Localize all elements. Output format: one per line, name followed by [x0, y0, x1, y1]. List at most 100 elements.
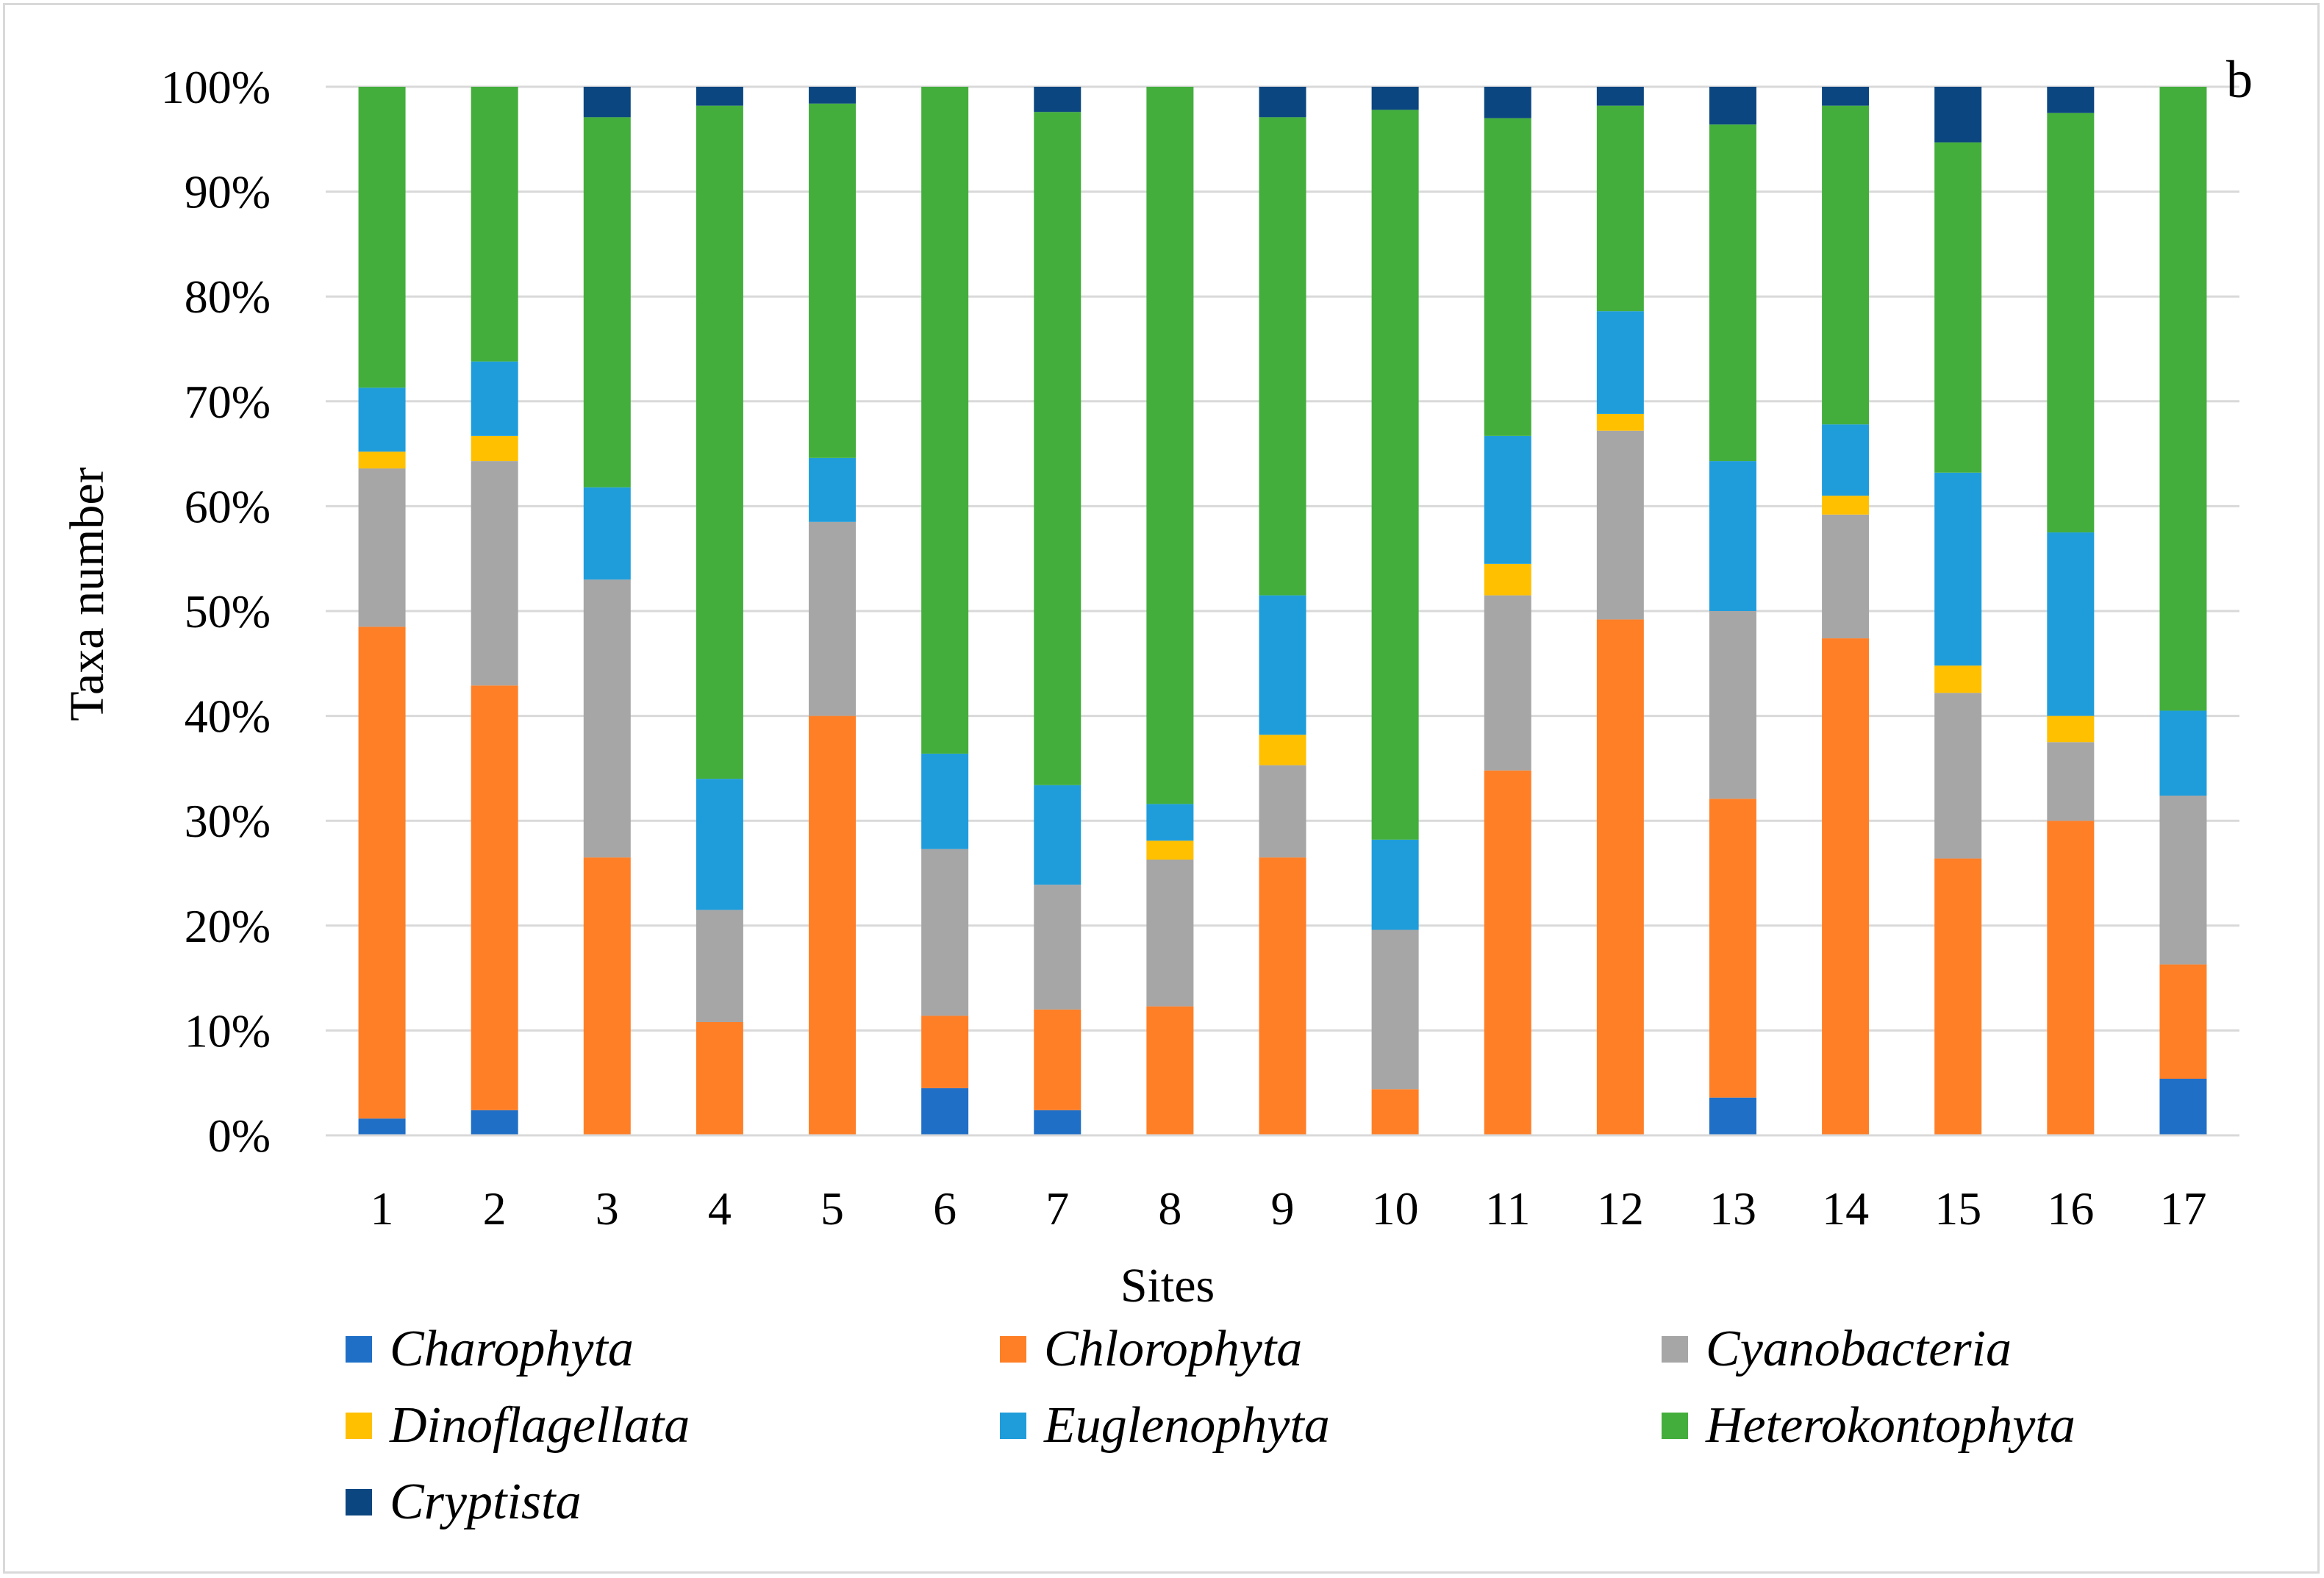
bar-segment: [921, 849, 969, 1016]
bar-segment: [1709, 124, 1756, 462]
bar-segment: [1484, 87, 1531, 118]
x-tick-label: 12: [1597, 1182, 1644, 1235]
x-tick-label: 7: [1045, 1182, 1069, 1235]
bar-segment: [1934, 858, 1982, 1135]
legend-swatch: [1662, 1413, 1688, 1439]
bar-segment: [1596, 430, 1644, 620]
y-tick-label: 20%: [185, 900, 271, 952]
bar-segment: [1596, 87, 1644, 106]
bar-segment: [583, 857, 631, 1135]
bar-segment: [1709, 461, 1756, 611]
bar-segment: [1259, 765, 1306, 858]
x-tick-label: 1: [371, 1182, 394, 1235]
bar-segment: [358, 451, 406, 469]
bar-segment: [1371, 929, 1419, 1090]
bar-segment: [696, 910, 743, 1022]
legend-label: Charophyta: [390, 1321, 634, 1377]
legend-label: Dinoflagellata: [390, 1397, 690, 1454]
y-tick-label: 60%: [185, 480, 271, 532]
bar-segment: [809, 103, 857, 458]
bar-segment: [1034, 1110, 1081, 1135]
bar-segment: [2047, 742, 2095, 821]
bar-segment: [1822, 496, 1870, 515]
bar-segment: [1709, 87, 1756, 125]
bar-segment: [1484, 770, 1531, 1135]
x-tick-label: 6: [933, 1182, 957, 1235]
y-tick-labels: 0% 10% 20% 30% 40% 50% 60% 70% 80% 90% 100%: [161, 61, 271, 1162]
y-tick-label: 70%: [185, 376, 271, 428]
bar-segment: [809, 521, 857, 716]
bar-segment: [2159, 795, 2207, 965]
legend-swatch: [1662, 1336, 1688, 1363]
y-tick-label: 90%: [185, 166, 271, 218]
x-tick-label: 13: [1709, 1182, 1756, 1235]
y-tick-label: 0%: [208, 1110, 271, 1162]
bar-segment: [1709, 611, 1756, 799]
legend-item: Chlorophyta: [1000, 1316, 1302, 1382]
y-tick-label: 100%: [161, 61, 271, 113]
legend-item: Charophyta: [346, 1316, 634, 1382]
x-axis-title: Sites: [1120, 1259, 1215, 1309]
bar-segment: [1709, 799, 1756, 1098]
bar-segment: [471, 1110, 518, 1135]
bar-segment: [1934, 87, 1982, 143]
legend-item: Dinoflagellata: [346, 1393, 690, 1459]
bar-segment: [471, 87, 518, 362]
bar-segment: [1484, 118, 1531, 436]
bar-segment: [1259, 117, 1306, 596]
bar-segment: [809, 715, 857, 1135]
bar-segment: [1934, 472, 1982, 666]
bar-segment: [1484, 435, 1531, 564]
legend-item: Cyanobacteria: [1662, 1316, 2012, 1382]
bar-segment: [809, 87, 857, 104]
bar-segment: [1822, 638, 1870, 1135]
legend-label: Chlorophyta: [1044, 1321, 1303, 1377]
bar-segment: [1259, 735, 1306, 765]
bar-segment: [471, 461, 518, 686]
x-tick-label: 5: [820, 1182, 844, 1235]
bar-segment: [1371, 1089, 1419, 1135]
x-tick-labels: 1 2 3 4 5 6 7 8 9 10 11 12 13 14 15 16 17: [371, 1182, 2207, 1235]
bar-segment: [2047, 113, 2095, 533]
bar-segment: [1146, 1006, 1194, 1135]
bar-segment: [1934, 693, 1982, 859]
y-tick-label: 10%: [185, 1004, 271, 1057]
bar-segment: [1709, 1097, 1756, 1135]
legend-swatch: [346, 1489, 372, 1515]
bar-segment: [1596, 413, 1644, 431]
bar-segment: [1596, 105, 1644, 312]
x-tick-label: 8: [1158, 1182, 1181, 1235]
y-tick-label: 50%: [185, 585, 271, 638]
bar-segment: [696, 1021, 743, 1135]
legend-label: Cryptista: [390, 1474, 582, 1530]
legend-item: Euglenophyta: [1000, 1393, 1330, 1459]
bar-segment: [2159, 1078, 2207, 1135]
x-tick-label: 14: [1822, 1182, 1869, 1235]
bar-segment: [2047, 715, 2095, 743]
bar-segment: [921, 1015, 969, 1088]
bar-segment: [1034, 112, 1081, 785]
bar-segment: [696, 779, 743, 910]
bar-segment: [1146, 87, 1194, 804]
bar-segment: [1034, 1009, 1081, 1110]
bar-segment: [1484, 563, 1531, 596]
x-tick-label: 4: [708, 1182, 732, 1235]
bar-segment: [1371, 87, 1419, 110]
bar-segment: [1146, 859, 1194, 1007]
y-tick-label: 80%: [185, 271, 271, 323]
bar-segment: [1034, 885, 1081, 1010]
bar-segment: [1822, 514, 1870, 639]
bar-segment: [921, 1088, 969, 1135]
bar-segment: [809, 457, 857, 522]
bar-segment: [1146, 804, 1194, 841]
bar-segment: [1259, 857, 1306, 1135]
bar-segment: [358, 87, 406, 388]
bar-segment: [696, 87, 743, 106]
bar-segment: [358, 388, 406, 452]
bar-segment: [358, 1118, 406, 1135]
chart-frame: [3, 3, 2320, 1574]
y-tick-label: 30%: [185, 795, 271, 847]
bar-segment: [471, 435, 518, 462]
bar-segment: [921, 87, 969, 754]
